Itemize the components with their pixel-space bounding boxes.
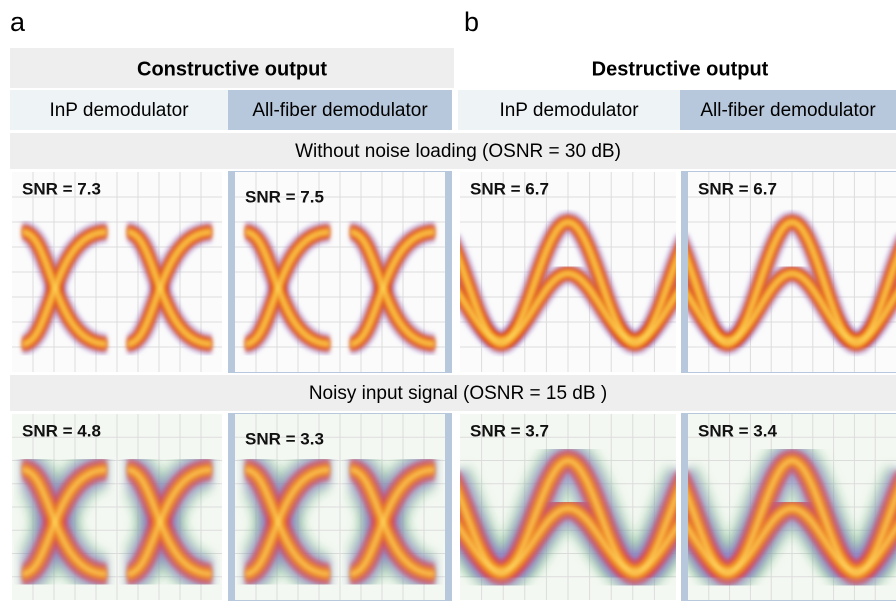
header: Constructive output	[137, 58, 327, 80]
eye-diagram	[235, 414, 445, 600]
row-label: Without noise loading (OSNR = 30 dB)	[295, 141, 621, 162]
subheader: All-fiber demodulator	[252, 100, 428, 121]
eye-trace	[350, 230, 435, 346]
eye-trace	[245, 467, 330, 576]
eye-diagram	[688, 172, 896, 372]
panel-letter: a	[10, 7, 26, 37]
row-label-bg	[10, 133, 896, 169]
snr-label: SNR = 7.5	[245, 187, 324, 206]
subheader-bg	[458, 90, 680, 130]
row-label: Noisy input signal (OSNR = 15 dB )	[309, 383, 607, 404]
row-label-bg	[10, 375, 896, 411]
eye-trace	[688, 271, 896, 343]
eye-trace	[688, 506, 896, 573]
eye-trace	[127, 230, 212, 346]
snr-label: SNR = 6.7	[470, 179, 549, 198]
eye-trace	[22, 467, 107, 576]
snr-label: SNR = 4.8	[22, 421, 101, 440]
subheader-bg	[228, 90, 452, 130]
panel-letter: b	[464, 7, 479, 37]
eye-trace	[22, 230, 107, 346]
snr-label: SNR = 3.4	[698, 421, 777, 440]
eye-diagram	[235, 172, 445, 372]
eye-trace	[460, 271, 676, 343]
eye-diagram	[12, 414, 222, 600]
eye-diagram	[12, 172, 222, 372]
eye-trace	[350, 467, 435, 576]
subheader: All-fiber demodulator	[700, 100, 876, 121]
snr-label: SNR = 7.3	[22, 179, 101, 198]
subheader: InP demodulator	[499, 100, 639, 121]
subheader: InP demodulator	[49, 100, 189, 121]
header-bg	[10, 48, 454, 88]
eye-trace	[245, 230, 330, 346]
subheader-bg	[680, 90, 896, 130]
snr-label: SNR = 3.3	[245, 429, 324, 448]
eye-diagram	[460, 414, 676, 600]
eye-trace	[460, 506, 676, 573]
eye-trace	[127, 467, 212, 576]
snr-label: SNR = 6.7	[698, 179, 777, 198]
subheader-bg	[10, 90, 228, 130]
eye-diagram	[460, 172, 676, 372]
snr-label: SNR = 3.7	[470, 421, 549, 440]
eye-diagram	[688, 414, 896, 600]
header: Destructive output	[592, 58, 769, 80]
